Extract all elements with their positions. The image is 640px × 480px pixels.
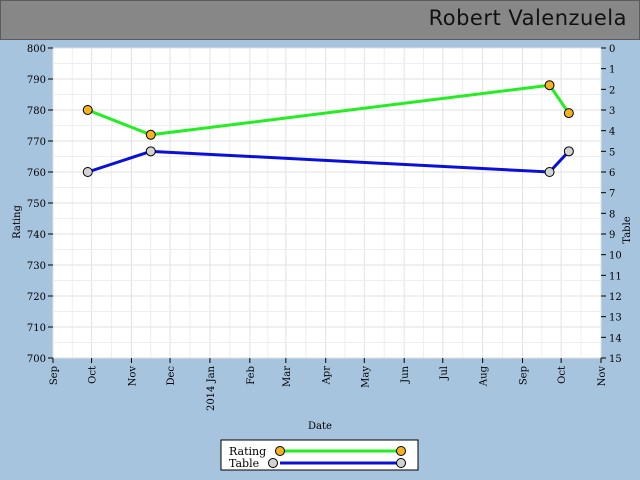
x-tick-label: Oct <box>88 366 99 384</box>
data-point-table <box>563 146 574 157</box>
y-tick-label: 790 <box>27 75 46 86</box>
y2-tick-label: 9 <box>609 230 615 241</box>
x-tick-label: Nov <box>127 366 138 387</box>
x-axis: Sep Oct Nov Dec 2014 Jan Feb Mar Apr May Jun Jul Au… <box>49 358 608 411</box>
series-line-table <box>87 149 570 174</box>
header-bar: Robert Valenzuela <box>0 0 640 40</box>
x-tick-label: 2014 Jan <box>206 365 217 411</box>
y-tick-label: 760 <box>27 168 46 179</box>
y2-tick-label: 10 <box>609 251 622 262</box>
x-tick-label: Aug <box>479 365 490 387</box>
x-tick-label: May <box>360 366 371 388</box>
y-tick-label: 720 <box>27 292 46 303</box>
x-tick-label: Oct <box>557 366 568 384</box>
y2-tick-label: 6 <box>609 168 615 179</box>
legend-marker <box>268 458 278 468</box>
x-tick-label: Dec <box>166 366 177 386</box>
y2-tick-label: 13 <box>609 313 622 324</box>
x-tick-label: Nov <box>597 366 608 387</box>
y2-tick-label: 14 <box>609 333 622 344</box>
x-tick-label: Jun <box>400 365 411 383</box>
y2-tick-label: 7 <box>609 189 615 200</box>
y-tick-label: 710 <box>27 323 46 334</box>
x-tick-label: Sep <box>519 366 530 385</box>
data-point-rating <box>544 80 555 91</box>
y2-tick-label: 5 <box>609 147 615 158</box>
y-tick-label: 700 <box>27 354 46 365</box>
data-point-rating <box>145 129 156 140</box>
y-tick-label: 770 <box>27 137 46 148</box>
y2-tick-label: 2 <box>609 85 615 96</box>
y-tick-label: 730 <box>27 261 46 272</box>
y2-axis-title: Table <box>622 216 633 243</box>
x-tick-label: Apr <box>322 366 333 386</box>
player-name: Robert Valenzuela <box>428 6 627 30</box>
y2-tick-label: 0 <box>609 44 615 55</box>
data-point-table <box>82 167 93 177</box>
legend-label: Rating <box>229 445 266 458</box>
y2-tick-label: 15 <box>609 354 622 365</box>
y-tick-label: 750 <box>27 199 46 210</box>
data-point-table <box>544 167 555 177</box>
series-markers <box>82 80 574 177</box>
x-tick-label: Sep <box>49 366 60 385</box>
legend-marker <box>275 446 285 456</box>
y2-tick-label: 3 <box>609 106 615 117</box>
y2-tick-label: 1 <box>609 65 615 76</box>
data-point-rating <box>563 108 574 119</box>
y-axis-left: 700 710 720 730 740 750 760 770 780 790 800 <box>27 44 53 365</box>
y2-tick-label: 12 <box>609 292 622 303</box>
legend-marker <box>396 458 406 468</box>
x-tick-label: Feb <box>246 366 257 385</box>
y-tick-label: 740 <box>27 230 46 241</box>
x-axis-title: Date <box>308 421 332 432</box>
x-tick-label: Jul <box>439 366 450 381</box>
legend-box <box>220 439 419 471</box>
data-point-rating <box>82 105 93 115</box>
legend-label: Table <box>229 457 259 470</box>
y-axis-title: Rating <box>12 205 23 239</box>
series-line-rating <box>87 83 571 137</box>
y2-tick-label: 11 <box>609 271 622 282</box>
y-tick-label: 800 <box>27 44 46 55</box>
data-point-table <box>145 146 156 157</box>
legend-marker <box>396 446 406 456</box>
x-tick-label: Mar <box>282 366 293 387</box>
y2-tick-label: 4 <box>609 127 615 138</box>
y2-tick-label: 8 <box>609 209 615 220</box>
series-lines <box>87 83 571 174</box>
y-tick-label: 780 <box>27 106 46 117</box>
grid-lines <box>52 47 602 359</box>
